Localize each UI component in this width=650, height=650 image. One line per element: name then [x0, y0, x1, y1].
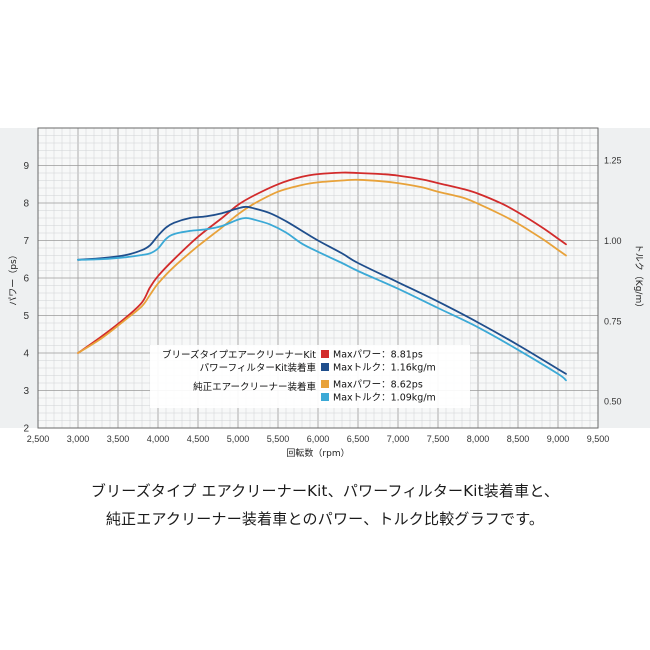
y-left-tick-label: 3 — [23, 386, 29, 397]
x-tick-label: 6,500 — [347, 434, 370, 444]
x-tick-label: 9,000 — [547, 434, 570, 444]
legend-entry-label: Maxパワー：8.62ps — [333, 380, 423, 391]
caption-line-2: 純正エアクリーナー装着車とのパワー、トルク比較グラフです。 — [105, 510, 545, 528]
legend-entry-label: Maxトルク：1.16kg/m — [333, 363, 436, 374]
y-left-tick-label: 9 — [23, 161, 29, 172]
x-axis-ticks: 2,500 3,000 3,500 4,000 4,500 5,000 5,500 6,000… — [27, 434, 610, 444]
x-tick-label: 4,000 — [147, 434, 170, 444]
legend-swatch — [321, 350, 329, 358]
x-tick-label: 8,000 — [467, 434, 490, 444]
y-right-axis-label: トルク（Kg/m） — [633, 244, 644, 312]
legend-swatch — [321, 380, 329, 388]
x-tick-label: 3,500 — [107, 434, 130, 444]
y-left-tick-label: 5 — [23, 311, 29, 322]
legend-background — [150, 345, 470, 408]
caption-line-1: ブリーズタイプ エアクリーナーKit、パワーフィルターKit装着車と、 — [90, 482, 560, 500]
y-left-tick-label: 2 — [23, 424, 29, 435]
x-tick-label: 7,000 — [387, 434, 410, 444]
legend-swatch — [321, 363, 329, 371]
series-line-stock_torque — [77, 217, 567, 382]
x-tick-label: 4,500 — [187, 434, 210, 444]
legend-group1-line2: パワーフィルターKit装着車 — [200, 362, 317, 374]
x-axis-label: 回転数（rpm） — [286, 447, 349, 459]
series-line-stock_power — [77, 178, 567, 354]
legend-group2-label: 純正エアークリーナー装着車 — [193, 381, 316, 393]
x-tick-label: 6,000 — [307, 434, 330, 444]
legend: ブリーズタイプエアークリーナーKitパワーフィルターKit装着車純正エアークリー… — [150, 345, 470, 408]
x-tick-label: 9,500 — [587, 434, 610, 444]
legend-swatch — [321, 393, 329, 401]
y-right-ticks: 0.50 0.75 1.00 1.25 — [604, 156, 622, 407]
series-line-breeze_torque — [77, 205, 567, 375]
x-tick-label: 5,500 — [267, 434, 290, 444]
x-tick-label: 2,500 — [27, 434, 50, 444]
y-left-ticks: 2 3 4 5 6 7 8 9 — [23, 161, 29, 435]
x-tick-label: 3,000 — [67, 434, 90, 444]
y-left-axis-label: パワー（ps） — [8, 250, 19, 305]
legend-group1-line1: ブリーズタイプエアークリーナーKit — [162, 349, 316, 361]
chart-area: 2,500 3,000 3,500 4,000 4,500 5,000 5,500 6,000… — [0, 127, 650, 459]
y-right-tick-label: 1.25 — [604, 156, 622, 166]
legend-entry-label: Maxパワー：8.81ps — [333, 350, 423, 361]
y-left-tick-label: 8 — [23, 199, 29, 210]
legend-entry-label: Maxトルク：1.09kg/m — [333, 393, 436, 404]
y-right-tick-label: 0.75 — [604, 316, 622, 326]
power-torque-chart: 2,500 3,000 3,500 4,000 4,500 5,000 5,500 6,000… — [0, 127, 650, 459]
series-line-breeze_power — [77, 171, 567, 354]
y-left-tick-label: 7 — [23, 236, 29, 247]
y-left-tick-label: 4 — [23, 349, 29, 360]
x-tick-label: 5,000 — [227, 434, 250, 444]
y-right-tick-label: 1.00 — [604, 236, 622, 246]
series-group — [77, 171, 567, 382]
y-right-tick-label: 0.50 — [604, 397, 622, 407]
x-tick-label: 8,500 — [507, 434, 530, 444]
plot-border — [37, 127, 599, 429]
x-tick-label: 7,500 — [427, 434, 450, 444]
y-left-tick-label: 6 — [23, 274, 29, 285]
